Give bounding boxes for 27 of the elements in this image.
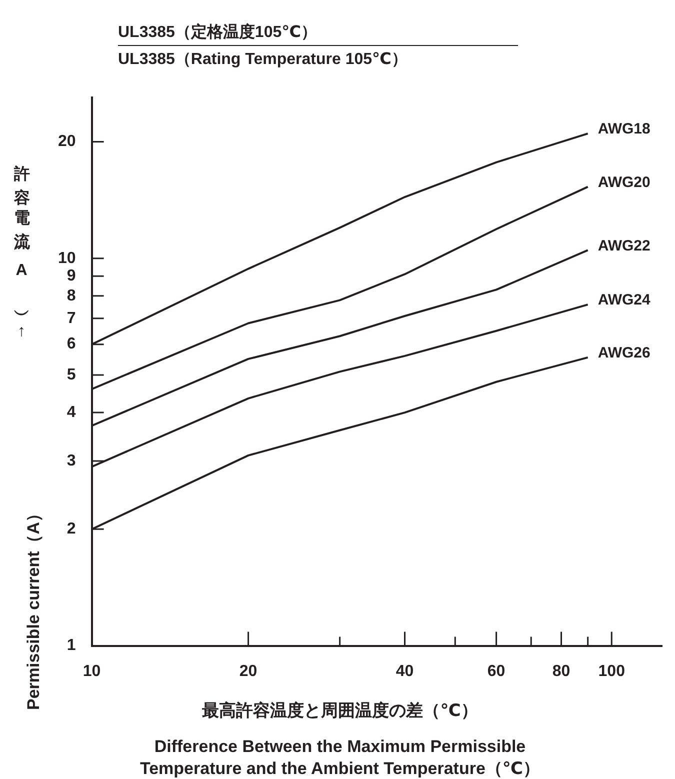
series-label: AWG24: [598, 292, 652, 309]
y-tick-label: 3: [66, 452, 76, 470]
x-tick-label: 20: [239, 662, 258, 680]
chart-title: UL3385（定格温度105℃）: [118, 22, 518, 46]
y-tick-label: 8: [66, 287, 76, 304]
x-tick-label: 40: [396, 662, 414, 680]
y-tick-label: 2: [66, 520, 76, 538]
x-tick-label: 100: [598, 662, 626, 680]
series-label: AWG26: [598, 344, 650, 362]
text: 許容電流（A）↑: [12, 152, 31, 362]
y-tick-label: 9: [66, 268, 76, 285]
x-tick-label: 60: [487, 662, 506, 680]
y-tick-label: 7: [66, 310, 76, 327]
series-label: AWG20: [598, 174, 650, 191]
x-axis-title: 最高許容温度と周囲温度の差（℃） Difference Between the Maximum Permissible Temperature and the Ambient Temperature（℃）: [138, 700, 541, 779]
y-tick-label: 1: [66, 637, 76, 654]
x-tick-label: 80: [552, 662, 570, 680]
y-tick-label: 20: [58, 133, 76, 150]
x-tick-label: 10: [82, 662, 101, 680]
y-tick-label: 4: [66, 404, 76, 421]
series-label: AWG22: [598, 237, 650, 254]
y-tick-label: 6: [66, 336, 76, 353]
series-label: AWG18: [598, 120, 650, 138]
chart-subtitle: UL3385（Rating Temperature 105℃）: [118, 50, 408, 70]
y-tick-label: 10: [58, 250, 76, 267]
y-axis-title: Permissible current（A）: [23, 504, 44, 710]
y-tick-label: 5: [66, 366, 76, 384]
